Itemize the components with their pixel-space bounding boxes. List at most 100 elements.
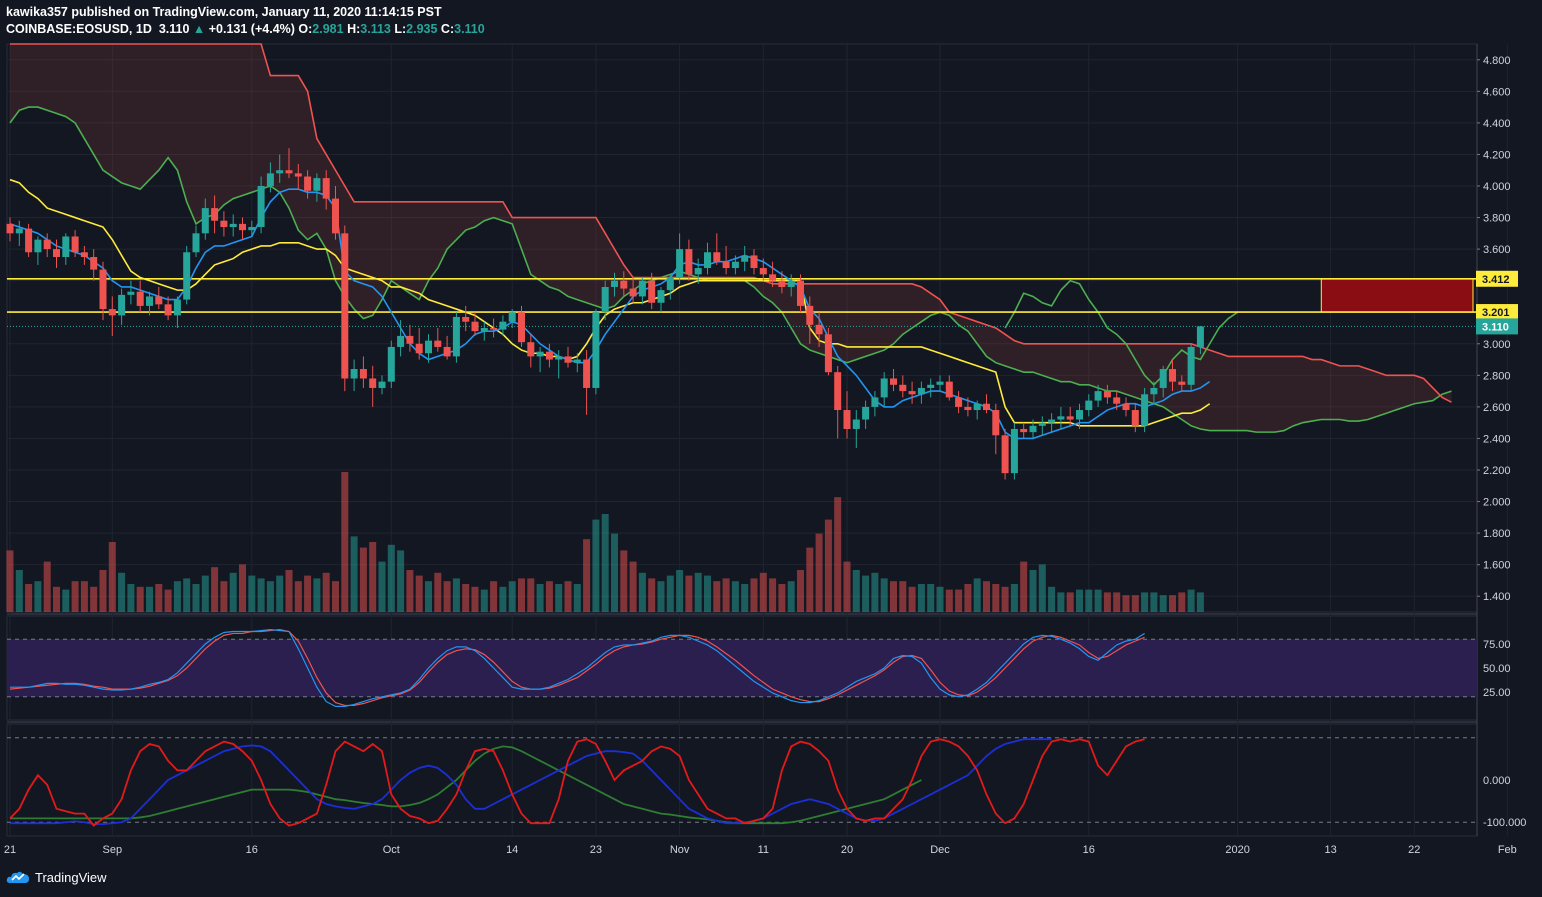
candle-body bbox=[722, 261, 730, 269]
volume-bar bbox=[471, 586, 479, 612]
volume-bar bbox=[824, 519, 832, 612]
time-tick-label: 22 bbox=[1408, 844, 1420, 856]
candle-body bbox=[731, 261, 739, 269]
volume-bar bbox=[1057, 592, 1065, 612]
volume-bar bbox=[518, 578, 525, 612]
time-tick-label: 23 bbox=[590, 844, 602, 856]
kijun-sen-line bbox=[9, 178, 1211, 427]
volume-bar bbox=[1085, 589, 1093, 612]
candle-body bbox=[778, 280, 786, 287]
tradingview-logo[interactable]: TradingView bbox=[6, 869, 107, 885]
time-tick-label: Feb bbox=[1498, 844, 1517, 856]
symbol-name: COINBASE:EOSUSD, 1D bbox=[6, 22, 152, 36]
volume-bar bbox=[266, 581, 274, 612]
candle-body bbox=[536, 351, 544, 357]
candle-body bbox=[239, 223, 246, 231]
time-tick-label: 16 bbox=[246, 844, 258, 856]
candle-body bbox=[425, 340, 432, 354]
candle-body bbox=[518, 312, 525, 343]
candle-body bbox=[806, 305, 814, 325]
candle-body bbox=[53, 249, 60, 257]
candle-body bbox=[378, 381, 386, 388]
volume-bar bbox=[1103, 592, 1111, 612]
volume-bar bbox=[778, 584, 786, 612]
volume-bar bbox=[629, 561, 637, 612]
candle-body bbox=[657, 290, 665, 303]
candle-body bbox=[257, 186, 265, 228]
volume-bar bbox=[731, 581, 739, 612]
volume-bar bbox=[341, 472, 349, 612]
candle-body bbox=[666, 277, 674, 291]
last-price: 3.110 bbox=[158, 22, 190, 36]
candle-body bbox=[99, 269, 107, 310]
time-tick-label: 13 bbox=[1324, 844, 1336, 856]
volume-bar bbox=[648, 578, 656, 612]
candle-body bbox=[1029, 425, 1037, 433]
volume-bar bbox=[443, 581, 451, 612]
candle-body bbox=[229, 223, 237, 228]
volume-bar bbox=[276, 575, 284, 612]
volume-bar bbox=[1020, 561, 1028, 612]
price-tick-label: 2.800 bbox=[1483, 370, 1511, 382]
candle-body bbox=[1020, 428, 1028, 433]
volume-bar bbox=[164, 589, 172, 612]
candle-body bbox=[164, 304, 172, 316]
volume-bar bbox=[759, 572, 767, 612]
price-tick-label: 3.000 bbox=[1483, 339, 1511, 351]
price-tick-label: 1.800 bbox=[1483, 528, 1511, 540]
candle-body bbox=[155, 296, 163, 305]
candle-body bbox=[815, 324, 823, 335]
volume-bar bbox=[536, 584, 544, 612]
volume-bar bbox=[108, 542, 116, 612]
volume-bar bbox=[685, 575, 693, 612]
volume-bar bbox=[378, 561, 386, 612]
volume-bar bbox=[620, 550, 628, 612]
candle-body bbox=[1141, 394, 1149, 426]
candle-body bbox=[1178, 381, 1186, 385]
volume-bar bbox=[136, 586, 144, 612]
volume-bar bbox=[1010, 584, 1018, 612]
volume-bar bbox=[490, 581, 498, 612]
candle-body bbox=[508, 312, 516, 322]
stoch-d-line bbox=[9, 628, 1145, 707]
price-label-text: 3.110 bbox=[1482, 321, 1509, 333]
volume-bar bbox=[508, 581, 516, 612]
stoch-band bbox=[7, 639, 1477, 697]
volume-bar bbox=[1113, 592, 1121, 612]
chikou-span-line bbox=[1004, 279, 1239, 386]
volume-bar bbox=[899, 581, 907, 612]
volume-bar bbox=[852, 570, 860, 612]
price-label-text: 3.412 bbox=[1482, 274, 1510, 286]
volume-bar bbox=[99, 570, 107, 612]
volume-bar bbox=[359, 547, 367, 612]
candle-body bbox=[620, 280, 628, 289]
candle-body bbox=[992, 410, 1000, 436]
candle-body bbox=[108, 309, 116, 316]
candle-body bbox=[759, 268, 767, 275]
volume-bar bbox=[1076, 589, 1083, 612]
candle-body bbox=[545, 351, 553, 360]
candle-body bbox=[1113, 397, 1121, 404]
brand-label: TradingView bbox=[35, 869, 107, 885]
osc-pane bbox=[6, 723, 1478, 837]
price-label-bg bbox=[1476, 318, 1518, 335]
volume-bar bbox=[638, 572, 646, 612]
candle-body bbox=[917, 387, 925, 395]
volume-bar bbox=[1122, 595, 1130, 612]
candle-body bbox=[685, 249, 693, 275]
time-tick-label: Nov bbox=[670, 844, 690, 856]
price-tick-label: 3.800 bbox=[1483, 213, 1511, 225]
candle-body bbox=[741, 255, 749, 262]
volume-bar bbox=[53, 586, 60, 612]
candle-body bbox=[322, 178, 330, 199]
candle-body bbox=[797, 280, 804, 306]
candle-body bbox=[694, 268, 702, 275]
volume-bar bbox=[248, 575, 256, 612]
candle-body bbox=[611, 280, 618, 287]
volume-bar bbox=[71, 581, 79, 612]
volume-bar bbox=[573, 584, 581, 612]
volume-bar bbox=[6, 550, 14, 612]
volume-bar bbox=[1066, 592, 1074, 612]
volume-bar bbox=[257, 578, 265, 612]
